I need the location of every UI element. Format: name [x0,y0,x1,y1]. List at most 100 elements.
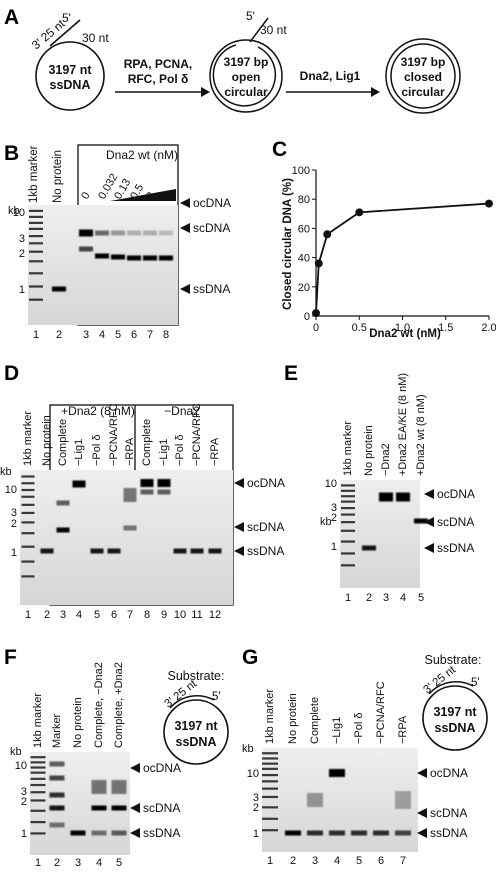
lane-number: 4 [96,857,102,869]
arrow-2-label: Dna2, Lig1 [300,69,361,83]
lane-header: Complete [309,697,321,744]
ladder-band [262,752,278,755]
lane-header: −PCNA/RFC [375,681,387,744]
lane-header: −Lig1 [331,717,343,744]
lane-header: Marker [51,713,63,748]
ladder-band [21,575,35,578]
lane-number: 5 [116,857,122,869]
ladder-band [21,488,35,492]
arrow-1-label-2: RFC, Pol δ [128,72,189,86]
lane-number: 2 [366,592,372,604]
lane-number: 5 [115,329,121,341]
gel-band [56,527,70,533]
panel-f-label: F [4,646,17,669]
lane-header: 1kb marker [28,145,40,203]
band-arrow [180,223,190,233]
lane-header: −Dna2 [380,443,392,476]
lane-header: −PCNA/RFC [108,403,120,466]
size-tick-label: 1 [19,284,25,296]
band-label: scDNA [143,801,180,815]
size-tick-label: 10 [325,478,337,490]
ladder-band [30,791,46,794]
band-arrow [417,768,427,778]
substrate-label-1: 3197 nt [174,719,218,733]
panel-a: A 5' 30 nt 3'25 nt 3197 nt ssDNA RPA, PC… [4,6,461,114]
gel-band [40,548,54,554]
lane-number: 3 [75,857,81,869]
band-label: ssDNA [193,282,230,296]
lane-number: 3 [383,592,389,604]
band-arrow [130,803,140,813]
lane-number: 4 [76,609,82,621]
gel-band [395,830,411,836]
ladder-band [29,242,43,245]
lane-number: 1 [25,609,31,621]
panel-e: E [284,362,298,385]
gel-band [111,230,125,236]
ladder-band [341,529,355,532]
substrate-3prime-25nt: 3'25 nt [421,664,458,697]
ladder-band [262,767,278,770]
lane-number: 8 [163,329,169,341]
size-tick-label: 1 [11,547,17,559]
open-label-3: circular [224,85,268,99]
lane-number: 3 [312,855,318,867]
lane-number: 2 [56,329,62,341]
band-arrow [234,546,244,556]
group-plus-dna2: +Dna2 (8 nM) [61,404,135,418]
lane-header: No protein [52,150,64,203]
band-label: ocDNA [437,487,475,501]
size-tick-label: 3 [331,502,337,514]
y-tick-label: 0 [304,311,310,323]
gel-band [157,489,171,495]
substrate-label-1: 3197 nt [433,705,477,719]
size-tick-label: 1 [331,541,337,553]
data-point [314,259,323,268]
ladder-band [30,777,46,780]
ladder-band [262,780,278,783]
lane-number: 6 [131,329,137,341]
gel-band [140,489,154,495]
band-arrow [180,198,190,208]
lane-number: 6 [111,609,117,621]
gel-band [396,492,410,502]
gel-band [143,230,157,236]
lane-header: No protein [41,415,53,466]
open-5prime: 5' [246,9,255,23]
gel-band [79,229,93,237]
lane-header: No protein [363,425,375,476]
dna2-header: Dna2 wt (nM) [106,148,178,162]
lane-number: 7 [400,855,406,867]
gel-band [329,769,345,777]
band-label: ocDNA [430,766,468,780]
ladder-band [341,513,355,516]
band-label: ssDNA [247,544,284,558]
substrate-5prime: 5' [62,11,71,25]
gel-band [414,518,428,524]
lane-header: −Pol δ [91,434,103,466]
ladder-band [262,787,278,790]
substrate-title: Substrate: [425,653,482,667]
lane-header: Complete, −Dna2 [93,662,105,748]
band-arrow [130,763,140,773]
closed-label-3: circular [401,85,445,99]
ladder-band [21,511,35,515]
ladder-band [341,500,355,503]
ladder-band [262,817,278,820]
arrow-1-label-1: RPA, PCNA, [124,57,192,71]
gel-band [52,286,66,292]
open-label-1: 3197 bp [224,55,269,69]
lane-number: 4 [400,592,406,604]
ladder-band [30,756,46,759]
ladder-band [29,250,43,253]
gel-band [208,548,222,554]
x-tick-label: 1.5 [438,322,453,334]
gel-band [95,253,109,259]
panel-b: B 1kb marker No protein Dna2 wt (nM) 0 0… [4,142,179,326]
closed-circle-outer [385,38,461,114]
ladder-band [262,795,278,799]
band-arrow [424,489,434,499]
gel-band [49,805,65,811]
gel-band [123,525,137,531]
